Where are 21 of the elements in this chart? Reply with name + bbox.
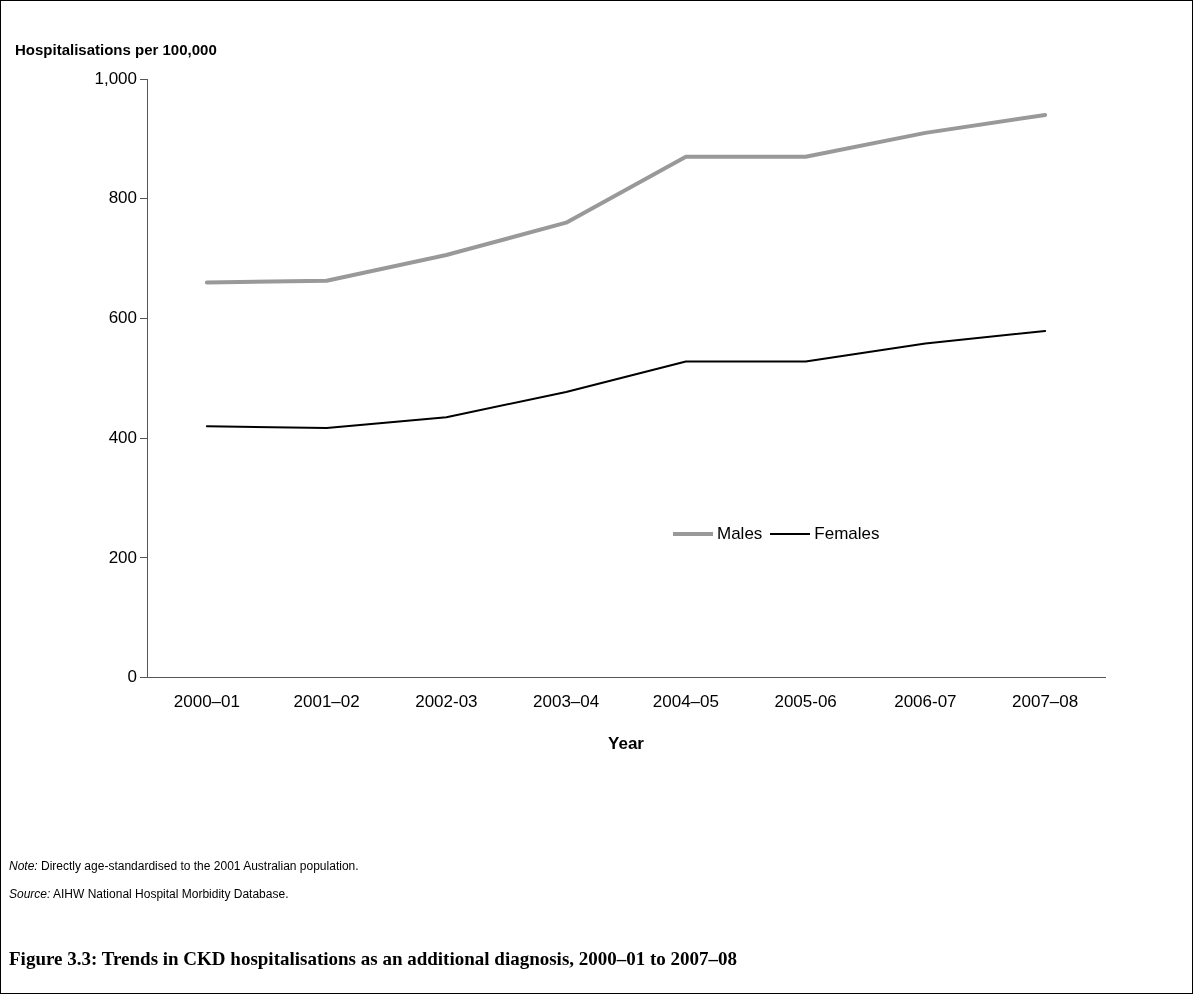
text: Figure 3.3: Trends in CKD hospitalisations as an additional diagnosis, 2000–01 to 2007–08 [9, 948, 738, 970]
y-tick-label: 200 [108, 547, 137, 567]
y-tick-label: 400 [108, 427, 137, 447]
y-tick-label: 1,000 [94, 68, 137, 88]
x-tick-label: 2005-06 [774, 692, 837, 712]
source-note: Source: AIHW National Hospital Morbidity Database. [9, 887, 290, 901]
legend-label: Females [814, 524, 880, 544]
x-tick-label: 2006-07 [894, 692, 957, 712]
x-tick-label: 2004–05 [652, 692, 719, 712]
y-tick-label: 600 [108, 308, 137, 328]
x-tick-label: 2007–08 [1012, 692, 1079, 712]
y-tick-label: 0 [127, 667, 137, 687]
x-tick-label: 2003–04 [533, 692, 600, 712]
x-tick-label: 2001–02 [293, 692, 360, 712]
text: Note: Directly age-standardised to the 2001 Australian population. [9, 859, 359, 873]
x-axis-title: Year [607, 734, 645, 754]
x-tick-label: 2002-03 [415, 692, 478, 712]
y-axis-title: Hospitalisations per 100,000 [15, 41, 217, 58]
legend-label: Males [717, 524, 763, 544]
x-tick-label: 2000–01 [173, 692, 240, 712]
y-tick-label: 800 [108, 188, 137, 208]
